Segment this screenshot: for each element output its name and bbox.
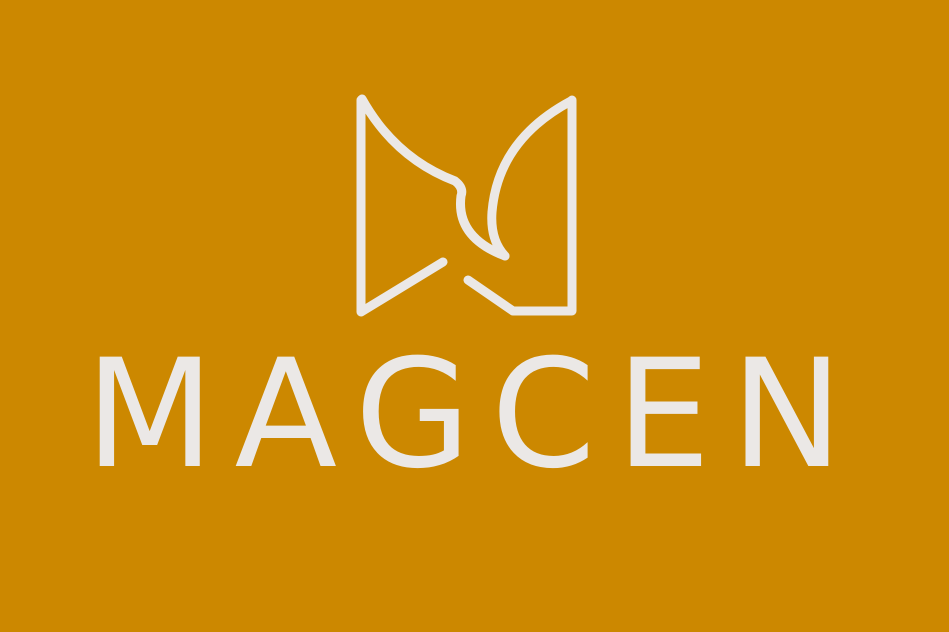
logo-icon bbox=[356, 94, 577, 317]
icon-top-curve bbox=[357, 94, 510, 261]
icon-right-curve bbox=[487, 96, 576, 261]
icon-right bbox=[463, 95, 577, 316]
icon-left bbox=[356, 95, 448, 317]
